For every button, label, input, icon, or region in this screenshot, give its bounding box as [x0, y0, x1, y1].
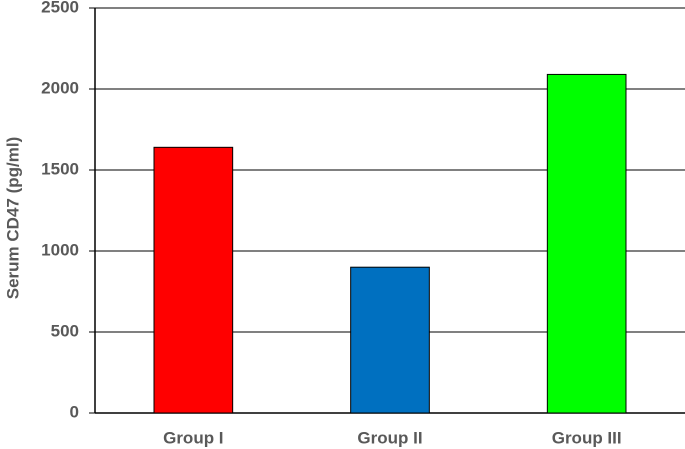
bar	[350, 266, 430, 414]
y-tick-label: 0	[70, 402, 79, 421]
x-tick-label: Group I	[163, 428, 223, 447]
bar	[546, 73, 627, 414]
y-tick-label: 1500	[41, 159, 79, 178]
y-tick-label: 500	[51, 321, 79, 340]
y-axis-label: Serum CD47 (pg/ml)	[3, 137, 22, 299]
x-tick-label: Group II	[357, 428, 422, 447]
y-tick-label: 2500	[41, 0, 79, 16]
bar	[153, 146, 234, 414]
x-tick-label: Group III	[552, 428, 622, 447]
y-tick-label: 1000	[41, 240, 79, 259]
y-tick-label: 2000	[41, 78, 79, 97]
